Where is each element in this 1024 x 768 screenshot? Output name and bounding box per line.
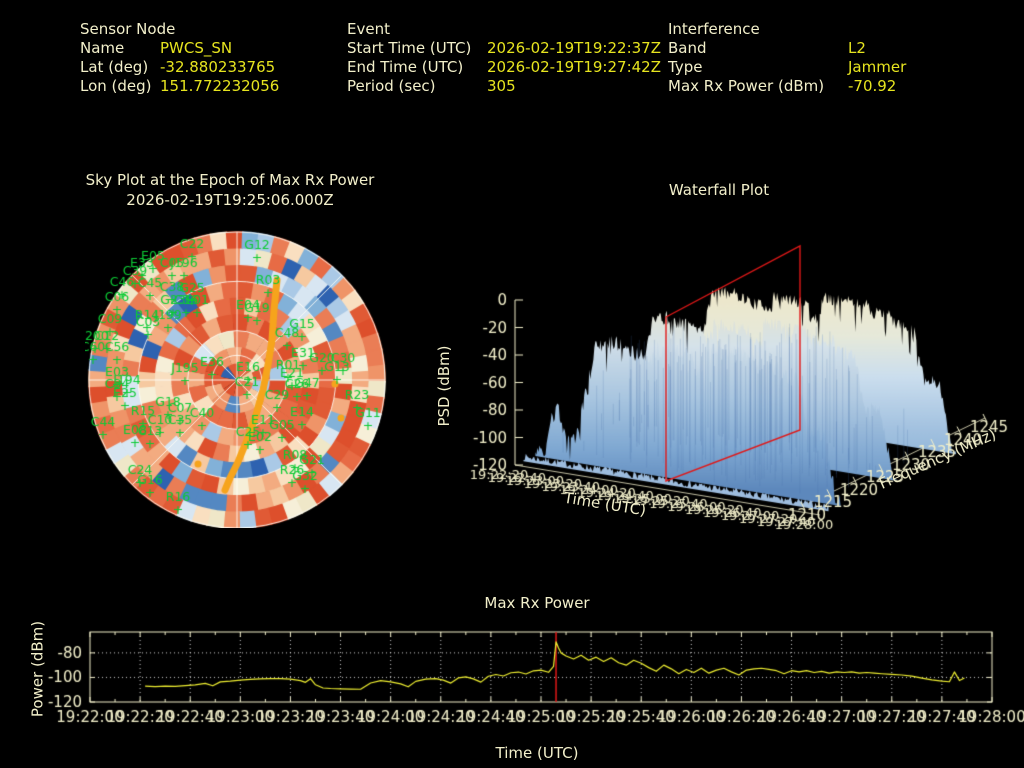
interference-panel-title: Interference xyxy=(668,20,760,38)
event-end-label: End Time (UTC) xyxy=(347,58,464,76)
waterfall-canvas xyxy=(425,225,1024,540)
sensor-lat-label: Lat (deg) xyxy=(80,58,149,76)
sky-plot-title: Sky Plot at the Epoch of Max Rx Power xyxy=(85,171,375,189)
event-end-value: 2026-02-19T19:27:42Z xyxy=(487,58,661,76)
sensor-name-label: Name xyxy=(80,39,125,57)
sensor-lat-value: -32.880233765 xyxy=(160,58,276,76)
interference-band-label: Band xyxy=(668,39,707,57)
waterfall-title: Waterfall Plot xyxy=(668,181,770,199)
interference-power-label: Max Rx Power (dBm) xyxy=(668,77,825,95)
event-start-label: Start Time (UTC) xyxy=(347,39,472,57)
waterfall-z-axis-label: PSD (dBm) xyxy=(435,345,453,427)
sensor-panel-title: Sensor Node xyxy=(80,20,176,38)
power-x-axis-label: Time (UTC) xyxy=(495,744,579,762)
event-period-label: Period (sec) xyxy=(347,77,436,95)
event-panel-title: Event xyxy=(347,20,390,38)
sky-plot-canvas xyxy=(85,228,389,528)
power-plot-canvas xyxy=(20,590,1024,745)
interference-power-value: -70.92 xyxy=(848,77,897,95)
sensor-lon-label: Lon (deg) xyxy=(80,77,152,95)
interference-type-label: Type xyxy=(668,58,703,76)
event-start-value: 2026-02-19T19:22:37Z xyxy=(487,39,661,57)
event-period-value: 305 xyxy=(487,77,516,95)
sensor-name-value: PWCS_SN xyxy=(160,39,233,57)
interference-band-value: L2 xyxy=(848,39,866,57)
sensor-lon-value: 151.772232056 xyxy=(160,77,280,95)
interference-type-value: Jammer xyxy=(848,58,907,76)
sky-plot-subtitle: 2026-02-19T19:25:06.000Z xyxy=(126,191,334,209)
